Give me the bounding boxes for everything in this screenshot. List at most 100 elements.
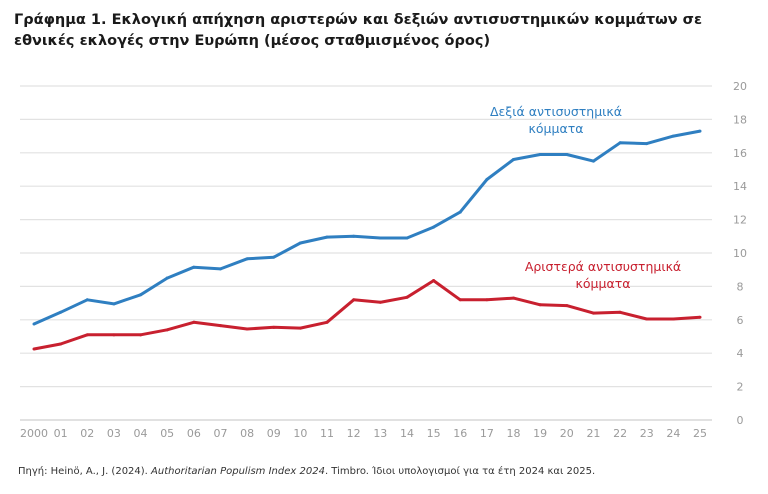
y-tick-label: 14 [733,180,747,193]
data-point [565,152,569,156]
data-point [458,210,462,214]
source-note: Πηγή: Heinö, A., J. (2024). Authoritaria… [18,466,595,477]
data-point [698,129,702,133]
data-point [165,328,169,332]
data-point [458,298,462,302]
x-tick-label: 07 [213,427,227,440]
data-point [245,257,249,261]
data-point [565,304,569,308]
data-point [432,225,436,229]
y-tick-label: 6 [737,314,744,327]
data-point [112,302,116,306]
data-point [378,300,382,304]
data-point [591,159,595,163]
data-point [485,178,489,182]
x-tick-label: 10 [293,427,307,440]
data-point [32,322,36,326]
data-point [85,298,89,302]
data-point [405,295,409,299]
data-point [352,298,356,302]
data-point [538,303,542,307]
data-point [298,241,302,245]
x-tick-label: 2000 [20,427,48,440]
data-point [378,236,382,240]
source-suffix: . Timbro. Ίδιοι υπολογισμοί για τα έτη 2… [324,466,596,477]
x-tick-label: 22 [613,427,627,440]
data-point [405,236,409,240]
data-point [192,320,196,324]
series-label: κόμματα [576,276,631,291]
data-point [618,141,622,145]
data-point [512,157,516,161]
data-point [218,267,222,271]
data-point [139,333,143,337]
x-tick-label: 14 [400,427,414,440]
data-point [645,317,649,321]
data-point [32,347,36,351]
data-point [512,296,516,300]
data-point [591,311,595,315]
data-point [325,235,329,239]
data-point [272,325,276,329]
y-tick-label: 18 [733,113,747,126]
x-tick-label: 20 [560,427,574,440]
data-point [139,293,143,297]
chart-title: Γράφημα 1. Εκλογική απήχηση αριστερών κα… [14,12,703,49]
x-tick-label: 15 [427,427,441,440]
data-point [671,317,675,321]
x-tick-label: 23 [640,427,654,440]
x-tick-label: 03 [107,427,121,440]
x-tick-label: 17 [480,427,494,440]
x-tick-label: 25 [693,427,707,440]
x-tick-label: 12 [347,427,361,440]
x-tick-label: 09 [267,427,281,440]
source-title: Authoritarian Populism Index 2024 [151,466,325,477]
x-tick-label: 02 [80,427,94,440]
source-prefix: Πηγή: Heinö, A., J. (2024). [18,466,152,477]
data-point [272,255,276,259]
data-point [245,327,249,331]
series-label: Δεξιά αντισυστημικά [490,104,622,119]
data-point [85,333,89,337]
data-point [698,315,702,319]
data-point [645,142,649,146]
x-tick-label: 04 [134,427,148,440]
x-tick-label: 05 [160,427,174,440]
series-label: Αριστερά αντισυστημικά [525,259,681,274]
x-tick-label: 19 [533,427,547,440]
y-tick-label: 0 [737,414,744,427]
data-point [432,279,436,283]
data-point [112,333,116,337]
data-point [485,298,489,302]
data-point [671,134,675,138]
data-point [192,265,196,269]
y-tick-label: 12 [733,214,747,227]
y-tick-label: 8 [737,280,744,293]
data-point [352,234,356,238]
x-tick-label: 13 [373,427,387,440]
data-point [325,320,329,324]
series-label: κόμματα [529,121,584,136]
data-point [538,152,542,156]
y-tick-label: 4 [737,347,744,360]
x-tick-label: 16 [453,427,467,440]
data-point [618,310,622,314]
data-point [298,326,302,330]
series-line [33,129,701,326]
x-tick-label: 11 [320,427,334,440]
x-tick-label: 08 [240,427,254,440]
x-tick-label: 18 [507,427,521,440]
y-tick-label: 10 [733,247,747,260]
y-tick-label: 20 [733,80,747,93]
data-point [59,342,63,346]
x-tick-label: 01 [54,427,68,440]
data-point [165,276,169,280]
y-tick-label: 16 [733,147,747,160]
x-tick-label: 24 [666,427,680,440]
x-tick-label: 21 [586,427,600,440]
data-point [218,324,222,328]
series-line [33,279,701,351]
x-tick-label: 06 [187,427,201,440]
y-tick-label: 2 [737,381,744,394]
